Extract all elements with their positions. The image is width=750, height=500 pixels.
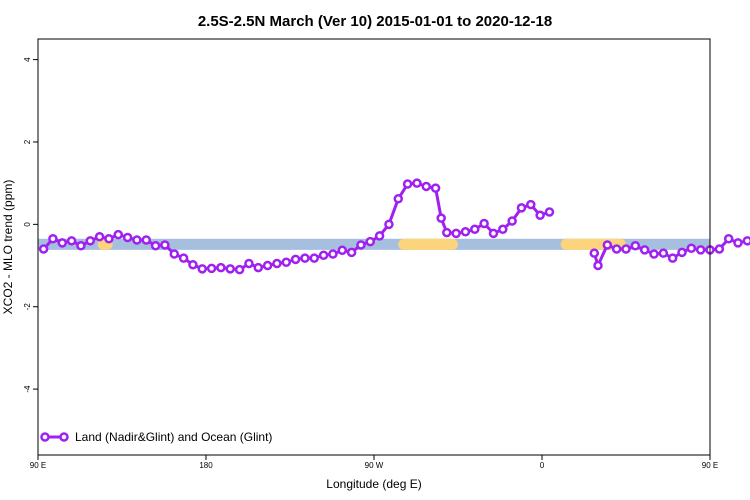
data-point-0-0-19 bbox=[216, 262, 226, 273]
data-point-0-0-29 bbox=[309, 253, 320, 263]
data-point-0-1-8 bbox=[658, 248, 669, 258]
data-point-0-0-18 bbox=[206, 263, 217, 274]
data-point-0-1-3 bbox=[611, 244, 622, 254]
data-point-0-0-34 bbox=[356, 240, 366, 250]
data-point-0-0-36 bbox=[374, 231, 385, 241]
data-point-0-0-45 bbox=[451, 228, 461, 239]
data-point-0-0-14 bbox=[169, 249, 180, 259]
data-point-0-0-43 bbox=[436, 213, 446, 223]
data-point-0-0-23 bbox=[253, 262, 264, 273]
data-point-0-0-3 bbox=[66, 236, 77, 246]
data-point-0-0-0 bbox=[38, 244, 49, 254]
data-point-0-0-6 bbox=[94, 231, 105, 242]
y-tick-label-3: 2 bbox=[23, 139, 32, 144]
data-point-0-0-33 bbox=[346, 247, 357, 258]
data-point-0-0-47 bbox=[470, 224, 480, 235]
data-point-0-0-7 bbox=[104, 234, 114, 244]
y-tick-label-2: 0 bbox=[23, 222, 32, 227]
data-point-0-0-15 bbox=[178, 253, 189, 263]
x-tick-label-3: 0 bbox=[540, 461, 545, 470]
data-point-0-0-49 bbox=[488, 228, 499, 239]
data-point-0-1-9 bbox=[667, 253, 678, 263]
data-point-0-0-41 bbox=[421, 181, 432, 192]
legend: Land (Nadir&Glint) and Ocean (Glint) bbox=[40, 430, 272, 444]
data-point-0-0-16 bbox=[188, 259, 198, 270]
data-point-0-1-11 bbox=[686, 243, 697, 253]
data-point-0-1-5 bbox=[630, 241, 641, 251]
y-tick-label-1: -2 bbox=[23, 303, 32, 311]
data-point-0-0-35 bbox=[365, 236, 376, 247]
data-point-0-0-28 bbox=[300, 253, 310, 263]
data-point-0-0-52 bbox=[516, 203, 527, 213]
y-tick-label-0: -4 bbox=[23, 385, 32, 393]
data-point-0-1-10 bbox=[677, 247, 687, 258]
y-tick-label-4: 4 bbox=[23, 57, 32, 62]
data-point-0-0-46 bbox=[460, 227, 471, 237]
data-point-0-0-40 bbox=[412, 178, 422, 188]
data-point-0-0-51 bbox=[507, 216, 517, 226]
data-point-0-0-13 bbox=[160, 240, 170, 250]
data-point-0-0-44 bbox=[442, 227, 452, 238]
x-tick-label-1: 180 bbox=[199, 461, 213, 470]
data-point-0-0-5 bbox=[85, 236, 96, 246]
data-point-0-0-8 bbox=[113, 229, 124, 240]
data-point-0-0-21 bbox=[234, 264, 245, 275]
x-tick-label-2: 90 W bbox=[365, 461, 384, 470]
legend-marker-right bbox=[59, 432, 69, 442]
data-point-0-1-1 bbox=[593, 260, 603, 271]
data-point-0-1-12 bbox=[695, 245, 706, 255]
data-point-0-1-17 bbox=[742, 236, 750, 246]
land-band-1 bbox=[398, 238, 458, 250]
data-point-0-0-25 bbox=[272, 258, 282, 269]
legend-label: Land (Nadir&Glint) and Ocean (Glint) bbox=[75, 430, 272, 444]
data-point-0-0-30 bbox=[318, 250, 329, 260]
legend-marker-left bbox=[40, 432, 50, 442]
data-point-0-0-48 bbox=[479, 218, 489, 229]
data-point-0-0-55 bbox=[544, 207, 555, 217]
data-point-0-0-24 bbox=[262, 260, 273, 271]
data-point-0-0-2 bbox=[57, 238, 68, 248]
data-point-0-1-14 bbox=[714, 244, 725, 254]
data-point-0-1-0 bbox=[589, 248, 600, 258]
data-point-0-0-54 bbox=[535, 210, 545, 221]
x-axis: 90 E 180 90 W 0 90 E bbox=[30, 455, 718, 470]
y-axis: -4 -2 0 2 4 bbox=[23, 57, 38, 393]
x-axis-label: Longitude (deg E) bbox=[326, 477, 421, 491]
data-point-0-0-20 bbox=[225, 264, 236, 274]
data-point-0-1-6 bbox=[639, 245, 650, 255]
data-point-0-0-12 bbox=[150, 241, 161, 251]
x-tick-label-4: 90 E bbox=[702, 461, 718, 470]
data-point-0-0-38 bbox=[393, 194, 404, 204]
data-point-0-0-17 bbox=[197, 264, 208, 274]
data-point-0-0-50 bbox=[498, 224, 508, 235]
data-point-0-0-53 bbox=[526, 199, 536, 210]
data-point-0-1-2 bbox=[602, 240, 613, 250]
data-point-0-0-42 bbox=[430, 183, 441, 193]
data-point-0-0-37 bbox=[384, 219, 394, 230]
data-point-0-1-15 bbox=[723, 234, 734, 244]
data-point-0-0-4 bbox=[76, 241, 86, 251]
data-point-0-0-39 bbox=[402, 179, 413, 189]
data-point-0-0-27 bbox=[290, 254, 301, 265]
data-point-0-0-11 bbox=[141, 235, 152, 245]
data-point-0-0-1 bbox=[48, 234, 58, 244]
data-point-0-1-7 bbox=[649, 249, 659, 259]
data-point-0-0-9 bbox=[122, 232, 133, 243]
data-point-0-1-4 bbox=[621, 244, 631, 254]
data-point-0-1-16 bbox=[733, 238, 743, 248]
x-tick-label-0: 90 E bbox=[30, 461, 46, 470]
data-point-0-0-26 bbox=[281, 257, 292, 267]
data-point-0-0-31 bbox=[328, 249, 338, 259]
data-point-0-0-22 bbox=[244, 258, 254, 269]
data-point-0-0-10 bbox=[132, 235, 142, 245]
y-axis-label: XCO2 - MLO trend (ppm) bbox=[1, 180, 15, 315]
series-layer bbox=[38, 178, 750, 275]
data-point-0-0-32 bbox=[337, 245, 348, 256]
chart-title: 2.5S-2.5N March (Ver 10) 2015-01-01 to 2… bbox=[198, 13, 552, 30]
